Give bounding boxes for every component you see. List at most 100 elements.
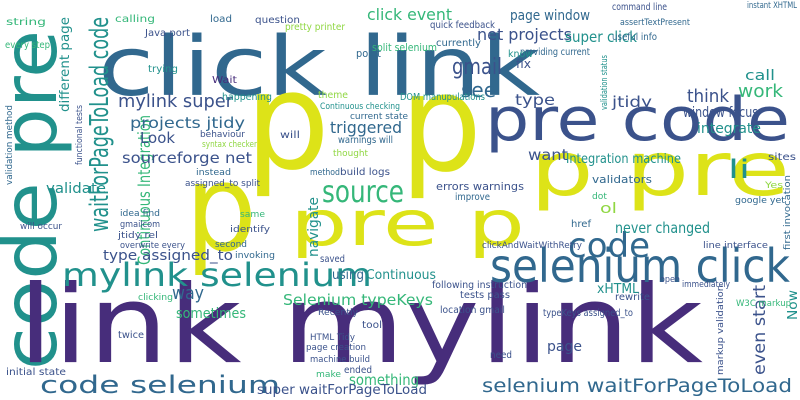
word: pre p xyxy=(290,187,525,260)
word: window focus xyxy=(683,105,758,121)
word: p pre xyxy=(530,125,790,213)
word: page xyxy=(547,339,582,355)
word: validation method xyxy=(5,105,15,185)
word: sometimes xyxy=(176,306,246,322)
word: following instruction xyxy=(432,280,527,291)
word: useful info xyxy=(612,32,657,43)
word: machine build xyxy=(310,355,370,365)
word: clicking xyxy=(138,293,173,303)
word: split selenium xyxy=(372,41,437,54)
word: page window xyxy=(510,8,590,24)
word: know xyxy=(508,49,533,60)
word: navigate xyxy=(306,197,322,257)
word: p xyxy=(185,140,257,279)
word: think xyxy=(687,86,730,107)
word: will occur xyxy=(20,222,62,232)
word: sites xyxy=(768,152,796,163)
word: behaviour xyxy=(200,130,245,140)
word: way xyxy=(172,283,204,304)
word: second xyxy=(215,240,247,250)
word: net projects xyxy=(477,25,572,44)
word: xHTML xyxy=(597,282,640,297)
word: using xyxy=(332,268,364,283)
word: HTML Tidy xyxy=(310,333,356,343)
word: need xyxy=(490,350,512,361)
word: li xyxy=(728,155,750,185)
word: warnings will xyxy=(338,135,393,146)
word: instant XHTML xyxy=(747,1,797,11)
word: will xyxy=(280,130,300,141)
word: link mylink xyxy=(18,263,704,388)
word: trying xyxy=(148,64,178,75)
word: gmailcom xyxy=(120,220,160,230)
word: point xyxy=(356,47,382,60)
word: current state xyxy=(350,112,408,122)
word: theme xyxy=(318,90,348,101)
word: markup validation xyxy=(716,285,726,375)
word: Integration machine xyxy=(566,152,681,167)
word: load xyxy=(210,14,232,25)
word: page creation xyxy=(306,343,366,353)
word: pre code xyxy=(485,85,790,155)
word: happening xyxy=(222,92,272,103)
word: DOM manupulations xyxy=(400,92,485,103)
word: something xyxy=(349,371,419,389)
word: immediately xyxy=(682,280,731,290)
word: ol xyxy=(600,201,617,217)
word: string xyxy=(6,17,46,28)
word: build logs xyxy=(340,167,390,178)
word: first invocation xyxy=(783,175,793,250)
word: functional tests xyxy=(75,105,85,165)
word: command line xyxy=(612,2,667,13)
word: fix xyxy=(516,57,531,71)
word: source xyxy=(322,175,404,210)
word: Recently xyxy=(318,308,359,318)
word: triggered xyxy=(330,118,402,137)
word: google yet xyxy=(735,196,785,206)
word: ended xyxy=(344,365,372,376)
word: different page xyxy=(58,17,73,112)
word: invoking xyxy=(235,251,275,261)
word: W3C markup xyxy=(736,299,791,309)
word: selenium click xyxy=(490,239,790,293)
word: Java port xyxy=(144,28,190,39)
word: Yes xyxy=(764,181,784,191)
word: even start xyxy=(750,285,770,375)
word: integrate xyxy=(697,121,761,137)
word: line interface xyxy=(703,241,768,251)
word: super click xyxy=(565,28,637,46)
word: initial state xyxy=(6,367,66,378)
word: href xyxy=(571,219,591,230)
word: mylink super xyxy=(118,91,234,112)
word: question xyxy=(255,15,300,26)
word: saved xyxy=(320,254,345,265)
word: thought xyxy=(333,149,368,159)
word: Now xyxy=(786,290,800,320)
word: open xyxy=(660,275,680,285)
word: errors warnings xyxy=(436,180,524,193)
word: method xyxy=(310,168,340,178)
word: click event xyxy=(367,5,452,24)
word: code pre xyxy=(0,30,74,370)
word: code xyxy=(568,226,650,266)
word: jtidy rel xyxy=(117,231,158,241)
word: sourceforge net xyxy=(122,149,252,167)
word: mylink selenium xyxy=(62,256,372,294)
word: Continuous Integration xyxy=(135,115,155,265)
word: improve xyxy=(455,192,490,203)
word: code selenium xyxy=(40,371,280,399)
word: p xyxy=(245,43,330,200)
word: tool xyxy=(362,320,382,331)
word: selenium waitForPageToLoad xyxy=(482,375,792,397)
word: assigned_to split xyxy=(185,179,260,189)
word: Look xyxy=(140,129,175,147)
word: type assigned_to xyxy=(103,248,233,264)
word: type xyxy=(515,91,555,109)
word: calling xyxy=(115,14,155,25)
word: validation status xyxy=(600,55,610,110)
word: location gmail xyxy=(440,305,505,316)
word: tests pass xyxy=(460,290,510,301)
word: p xyxy=(400,45,482,202)
